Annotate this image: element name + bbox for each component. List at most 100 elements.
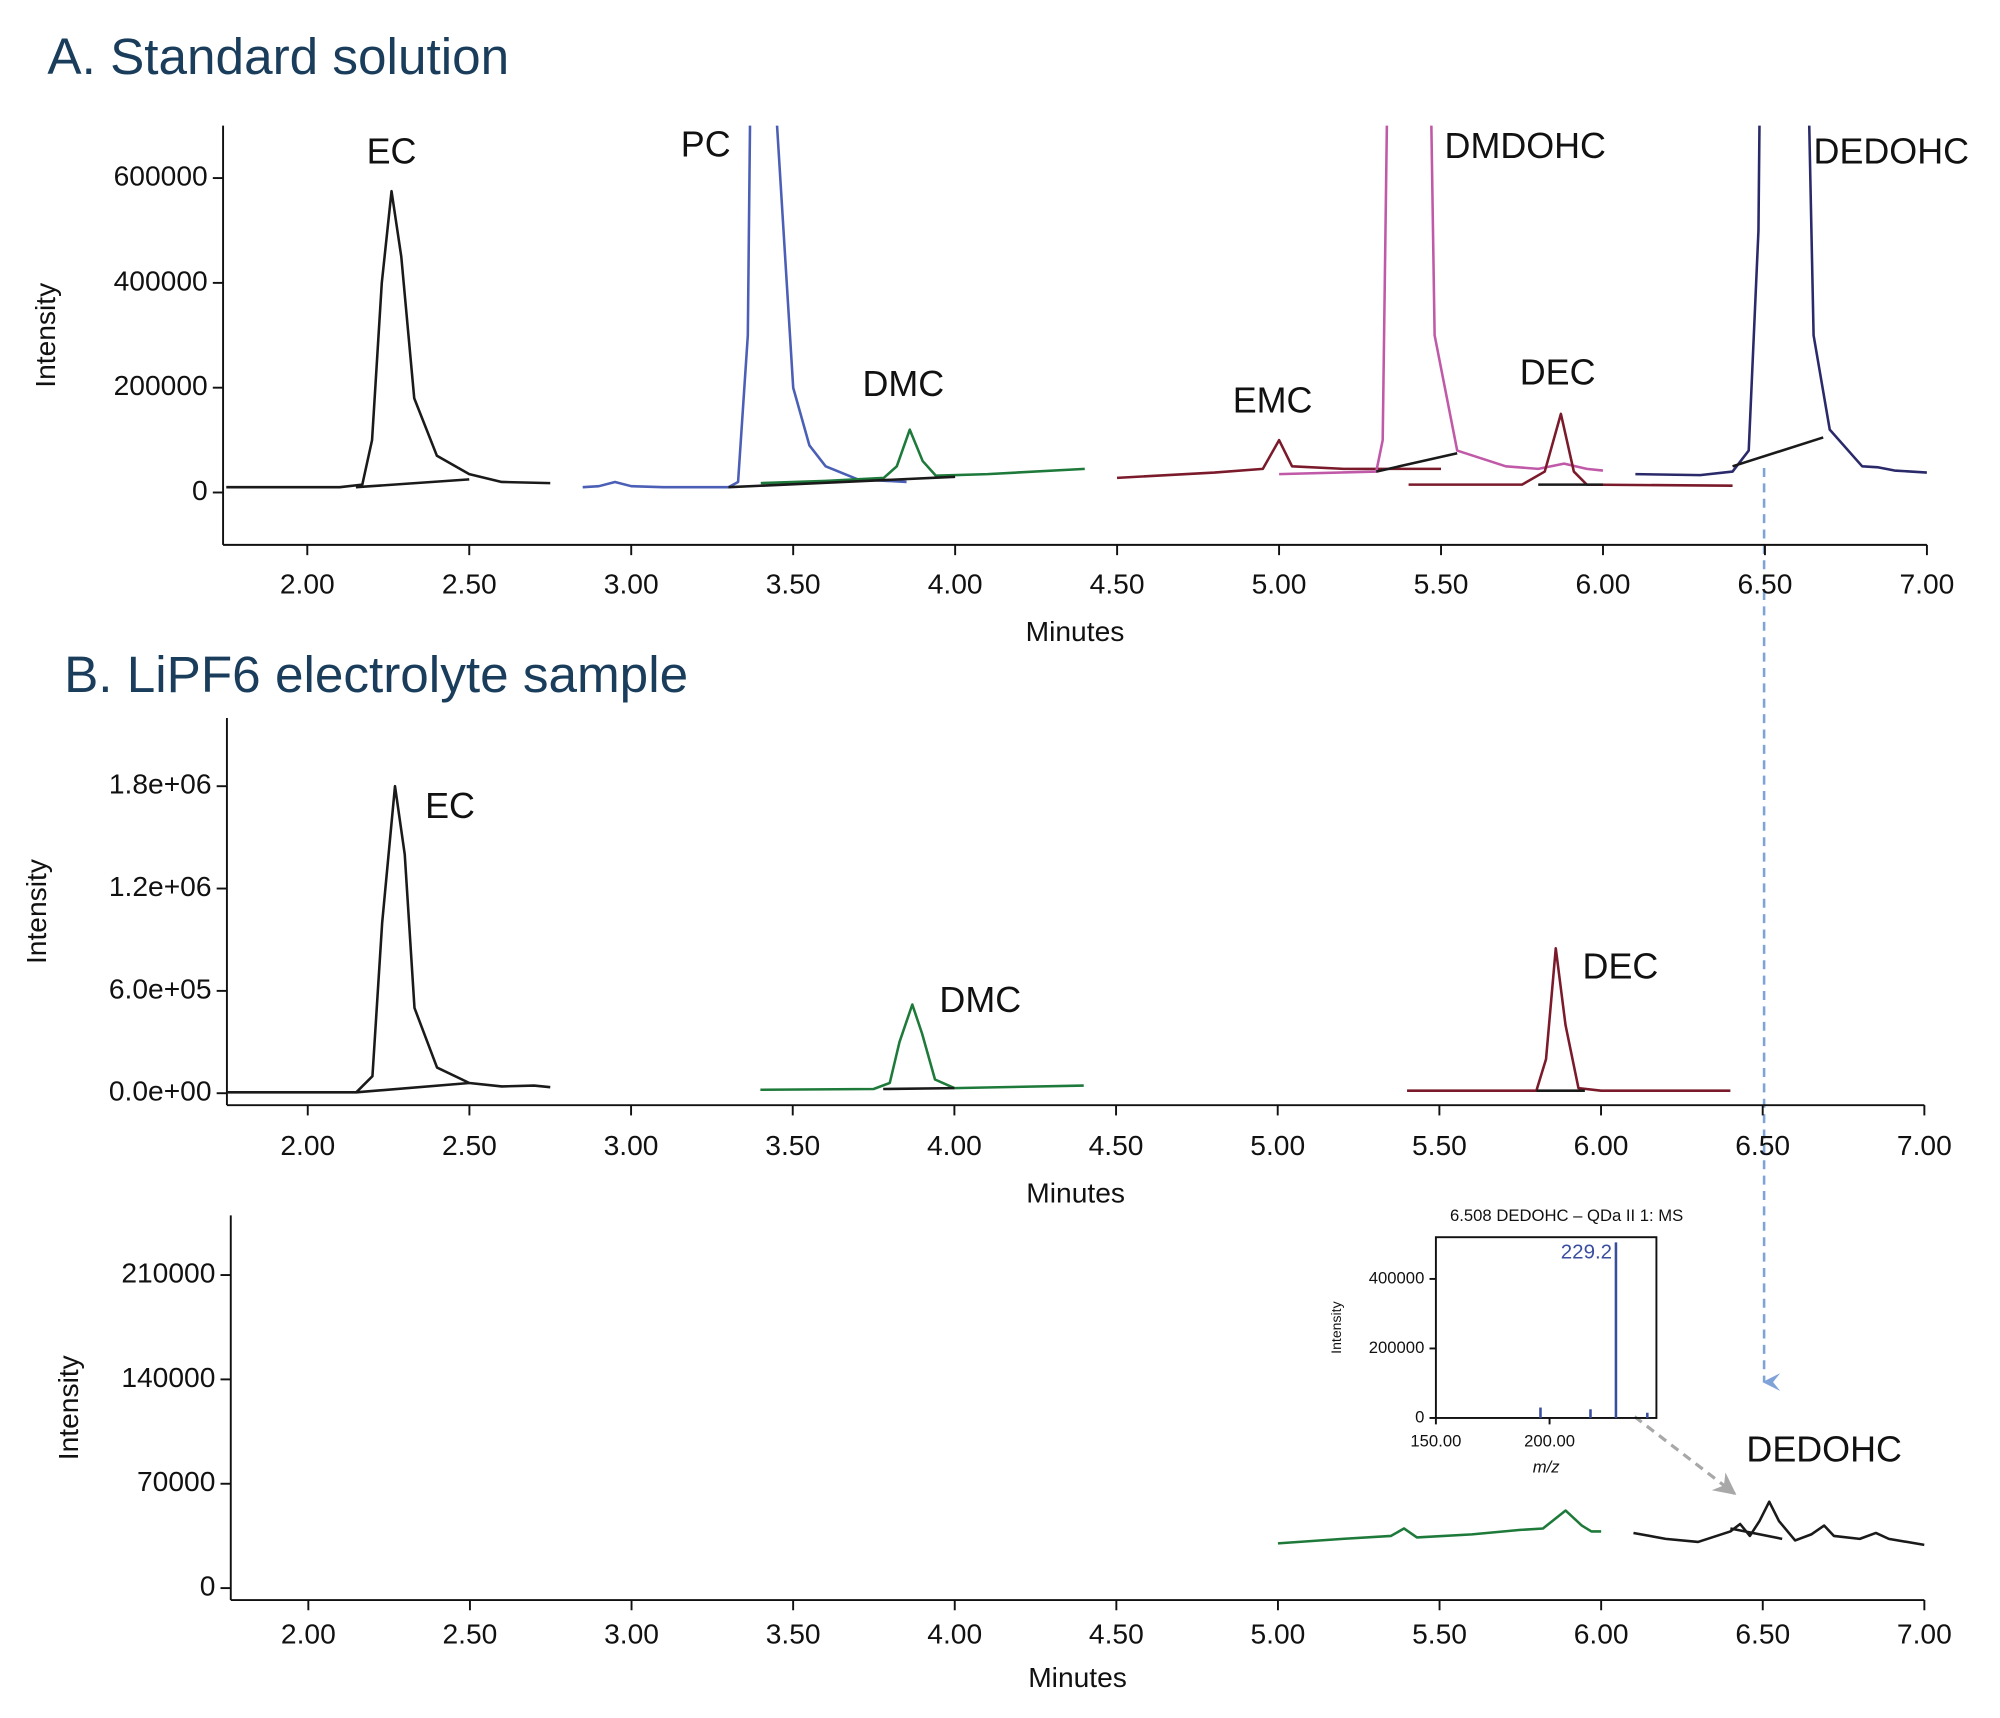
peak-label: 229.2 — [1561, 1241, 1612, 1264]
trace — [226, 784, 551, 1094]
x-tick-label: 3.00 — [604, 1617, 659, 1649]
x-tick-label: 4.00 — [927, 1617, 982, 1649]
y-axis-label: Intensity — [52, 1354, 84, 1460]
x-axis-label: m/z — [1533, 1457, 1561, 1476]
x-tick-label: 5.50 — [1412, 1617, 1467, 1649]
y-axis-label: Intensity — [29, 282, 61, 388]
trace — [760, 428, 1085, 485]
x-tick-label: 3.50 — [766, 567, 821, 599]
x-axis-label: Minutes — [1028, 1661, 1127, 1693]
y-tick-label: 1.8e+06 — [109, 768, 212, 800]
x-tick-label: 5.00 — [1252, 567, 1307, 599]
x-tick-label: 4.00 — [928, 567, 983, 599]
peak-label: DEC — [1520, 353, 1596, 393]
plot-area — [226, 125, 1927, 489]
x-tick-label: 6.50 — [1738, 567, 1793, 599]
trace — [1730, 1527, 1783, 1541]
y-tick-label: 0.0e+00 — [109, 1075, 212, 1107]
x-tick-label: 6.00 — [1576, 567, 1631, 599]
peak-label: EMC — [1233, 380, 1313, 420]
trace — [1633, 1500, 1925, 1547]
x-axis-label: Minutes — [1026, 615, 1125, 647]
x-tick-label: 3.50 — [765, 1129, 820, 1161]
x-tick-label: 5.50 — [1412, 1129, 1467, 1161]
plot-area — [226, 784, 1731, 1094]
trace — [1375, 451, 1458, 473]
trace — [1116, 438, 1442, 480]
peak-label: DEC — [1583, 947, 1659, 987]
y-axis-label: Intensity — [1328, 1300, 1344, 1353]
x-tick-label: 7.00 — [1897, 1617, 1952, 1649]
peak-label: DMC — [862, 364, 944, 404]
x-tick-label: 2.50 — [443, 1617, 498, 1649]
peak-label: EC — [367, 131, 417, 171]
y-axis-label: Intensity — [20, 858, 52, 964]
trace — [356, 1081, 470, 1094]
y-tick-label: 210000 — [121, 1256, 215, 1288]
peak-label: DMC — [939, 980, 1021, 1020]
x-tick-label: 2.00 — [280, 567, 335, 599]
chart-title: 6.508 DEDOHC – QDa II 1: MS — [1450, 1206, 1683, 1225]
trace — [1732, 436, 1824, 468]
plot-area — [1277, 1500, 1925, 1547]
chart-title: B. LiPF6 electrolyte sample — [64, 646, 688, 703]
y-tick-label: 600000 — [114, 160, 208, 192]
trace — [582, 125, 907, 489]
trace — [1635, 125, 1927, 477]
x-tick-label: 2.00 — [281, 1617, 336, 1649]
link-arrow — [1633, 1415, 1737, 1495]
chart: B. LiPF6 electrolyte sample 0.0e+00 6.0e+0… — [20, 646, 1952, 1209]
plot-area — [1539, 1242, 1649, 1418]
y-tick-label: 0 — [1415, 1407, 1424, 1426]
trace — [355, 478, 470, 489]
peak-label: EC — [425, 786, 475, 826]
x-tick-label: 3.00 — [604, 1129, 659, 1161]
y-tick-label: 140000 — [121, 1361, 215, 1393]
y-tick-label: 0 — [192, 474, 208, 506]
chart: A. Standard solution 0 200000 400000 600000 2… — [29, 28, 1969, 647]
y-tick-label: 6.0e+05 — [109, 972, 212, 1004]
chart: 6.508 DEDOHC – QDa II 1: MS 0 200000 400000… — [1328, 1206, 1683, 1476]
peak-label: DEDOHC — [1746, 1429, 1901, 1469]
y-tick-label: 400000 — [1369, 1268, 1425, 1287]
x-tick-label: 5.00 — [1250, 1129, 1305, 1161]
trace — [760, 1003, 1084, 1092]
x-tick-label: 5.00 — [1251, 1617, 1306, 1649]
x-tick-label: 6.50 — [1735, 1617, 1790, 1649]
peak-label: DEDOHC — [1814, 131, 1969, 171]
x-tick-label: 4.50 — [1089, 1129, 1144, 1161]
x-tick-label: 7.00 — [1899, 567, 1954, 599]
x-tick-label: 4.50 — [1089, 1617, 1144, 1649]
peak-label: PC — [681, 125, 731, 165]
x-axis-label: Minutes — [1026, 1176, 1125, 1208]
x-tick-label: 4.00 — [927, 1129, 982, 1161]
y-tick-label: 200000 — [1369, 1338, 1425, 1357]
x-tick-label: 6.50 — [1735, 1129, 1790, 1161]
chart: 0 70000 140000 210000 2.00 2.50 3.00 3.50 4.00 4.… — [52, 1215, 1952, 1693]
trace — [728, 475, 956, 489]
x-tick-label: 2.50 — [442, 1129, 497, 1161]
x-tick-label: 150.00 — [1410, 1432, 1461, 1451]
y-tick-label: 1.2e+06 — [109, 870, 212, 902]
x-tick-label: 3.50 — [766, 1617, 821, 1649]
chart-title: A. Standard solution — [47, 28, 509, 85]
peak-label: DMDOHC — [1445, 126, 1606, 166]
x-tick-label: 200.00 — [1524, 1432, 1575, 1451]
x-tick-label: 3.00 — [604, 567, 659, 599]
y-tick-label: 0 — [200, 1570, 216, 1602]
y-tick-label: 70000 — [137, 1465, 215, 1497]
y-tick-label: 200000 — [114, 369, 208, 401]
trace — [1277, 1509, 1602, 1545]
x-tick-label: 2.50 — [442, 567, 497, 599]
trace — [883, 1086, 955, 1091]
x-tick-label: 7.00 — [1897, 1129, 1952, 1161]
trace — [1279, 125, 1604, 476]
x-tick-label: 6.00 — [1574, 1617, 1629, 1649]
axis-box — [1434, 1236, 1658, 1419]
trace — [226, 189, 551, 489]
x-tick-label: 2.00 — [280, 1129, 335, 1161]
x-tick-label: 6.00 — [1574, 1129, 1629, 1161]
x-tick-label: 5.50 — [1414, 567, 1469, 599]
